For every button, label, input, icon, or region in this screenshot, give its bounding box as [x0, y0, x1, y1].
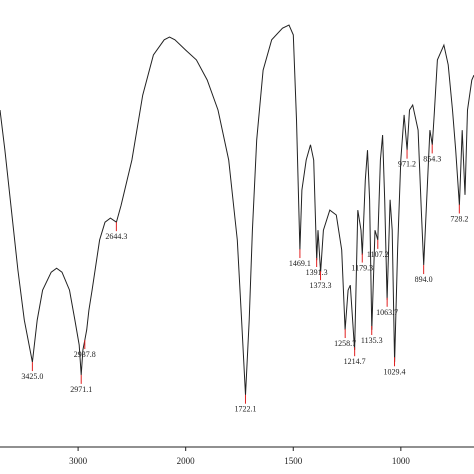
peak-label: 3425.0: [21, 372, 43, 381]
peak-label: 1063.7: [376, 308, 398, 317]
peak-label: 971.2: [398, 160, 416, 169]
peak-label: 1214.7: [344, 357, 366, 366]
peak-label: 854.3: [423, 154, 441, 163]
peak-label: 1135.3: [361, 336, 383, 345]
x-tick-label: 1500: [284, 456, 303, 466]
peak-label: 1469.1: [289, 259, 311, 268]
peak-label: 1029.4: [384, 367, 406, 376]
peak-label: 1258.7: [334, 339, 356, 348]
spectrum-line: [0, 24, 474, 396]
peak-label: 1107.2: [367, 250, 389, 259]
peak-label: 894.0: [415, 275, 433, 284]
peak-label: 1373.3: [310, 281, 332, 290]
peak-label: 1391.3: [306, 268, 328, 277]
peak-label: 1722.1: [234, 405, 256, 414]
peak-label: 2971.1: [70, 385, 92, 394]
peak-label: 1179.3: [351, 264, 373, 273]
peak-label: 728.2: [450, 215, 468, 224]
peak-label: 2937.8: [74, 350, 96, 359]
x-tick-label: 2000: [177, 456, 196, 466]
x-tick-label: 3000: [69, 456, 88, 466]
peak-label: 2644.3: [105, 232, 127, 241]
x-tick-label: 1000: [392, 456, 411, 466]
